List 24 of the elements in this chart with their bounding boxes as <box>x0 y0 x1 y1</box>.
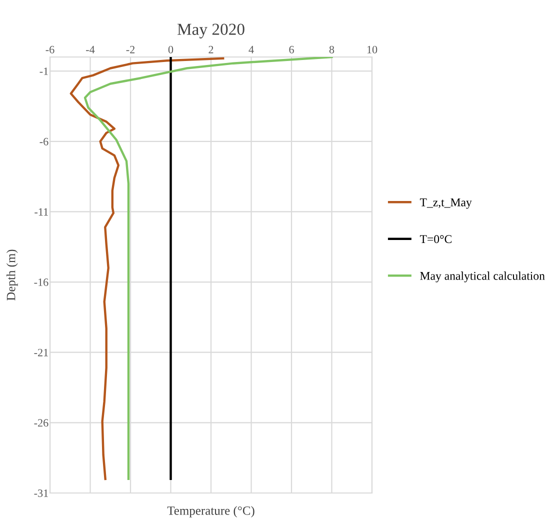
x-tick-label: -4 <box>86 46 95 54</box>
y-tick-label: -6 <box>40 138 48 146</box>
y-tick-label: -16 <box>34 278 48 286</box>
y-tick-label: -11 <box>34 208 48 216</box>
y-tick-label: -26 <box>34 419 48 427</box>
x-tick-label: -2 <box>126 46 135 54</box>
legend-label: T=0°C <box>420 235 452 244</box>
x-tick-label: 0 <box>168 46 174 54</box>
line-series <box>84 57 333 480</box>
x-tick-label: 6 <box>289 46 294 54</box>
y-tick-label: -1 <box>40 68 48 75</box>
y-tick-label: -31 <box>34 489 48 497</box>
y-axis-title: Depth (m) <box>6 250 18 300</box>
x-tick-label: 4 <box>248 46 254 54</box>
x-axis-title: Temperature (°C) <box>167 506 254 518</box>
y-tick-label: -21 <box>34 348 48 356</box>
x-tick-label: 10 <box>367 46 378 54</box>
x-tick-label: -6 <box>46 46 54 54</box>
x-tick-label: 8 <box>329 46 334 54</box>
chart-title: May 2020 <box>177 24 244 38</box>
legend-label: T_z,t_May <box>420 198 472 209</box>
legend-label: May analytical calculation <box>420 272 545 282</box>
line-series <box>70 57 224 480</box>
x-tick-label: 2 <box>208 46 214 54</box>
